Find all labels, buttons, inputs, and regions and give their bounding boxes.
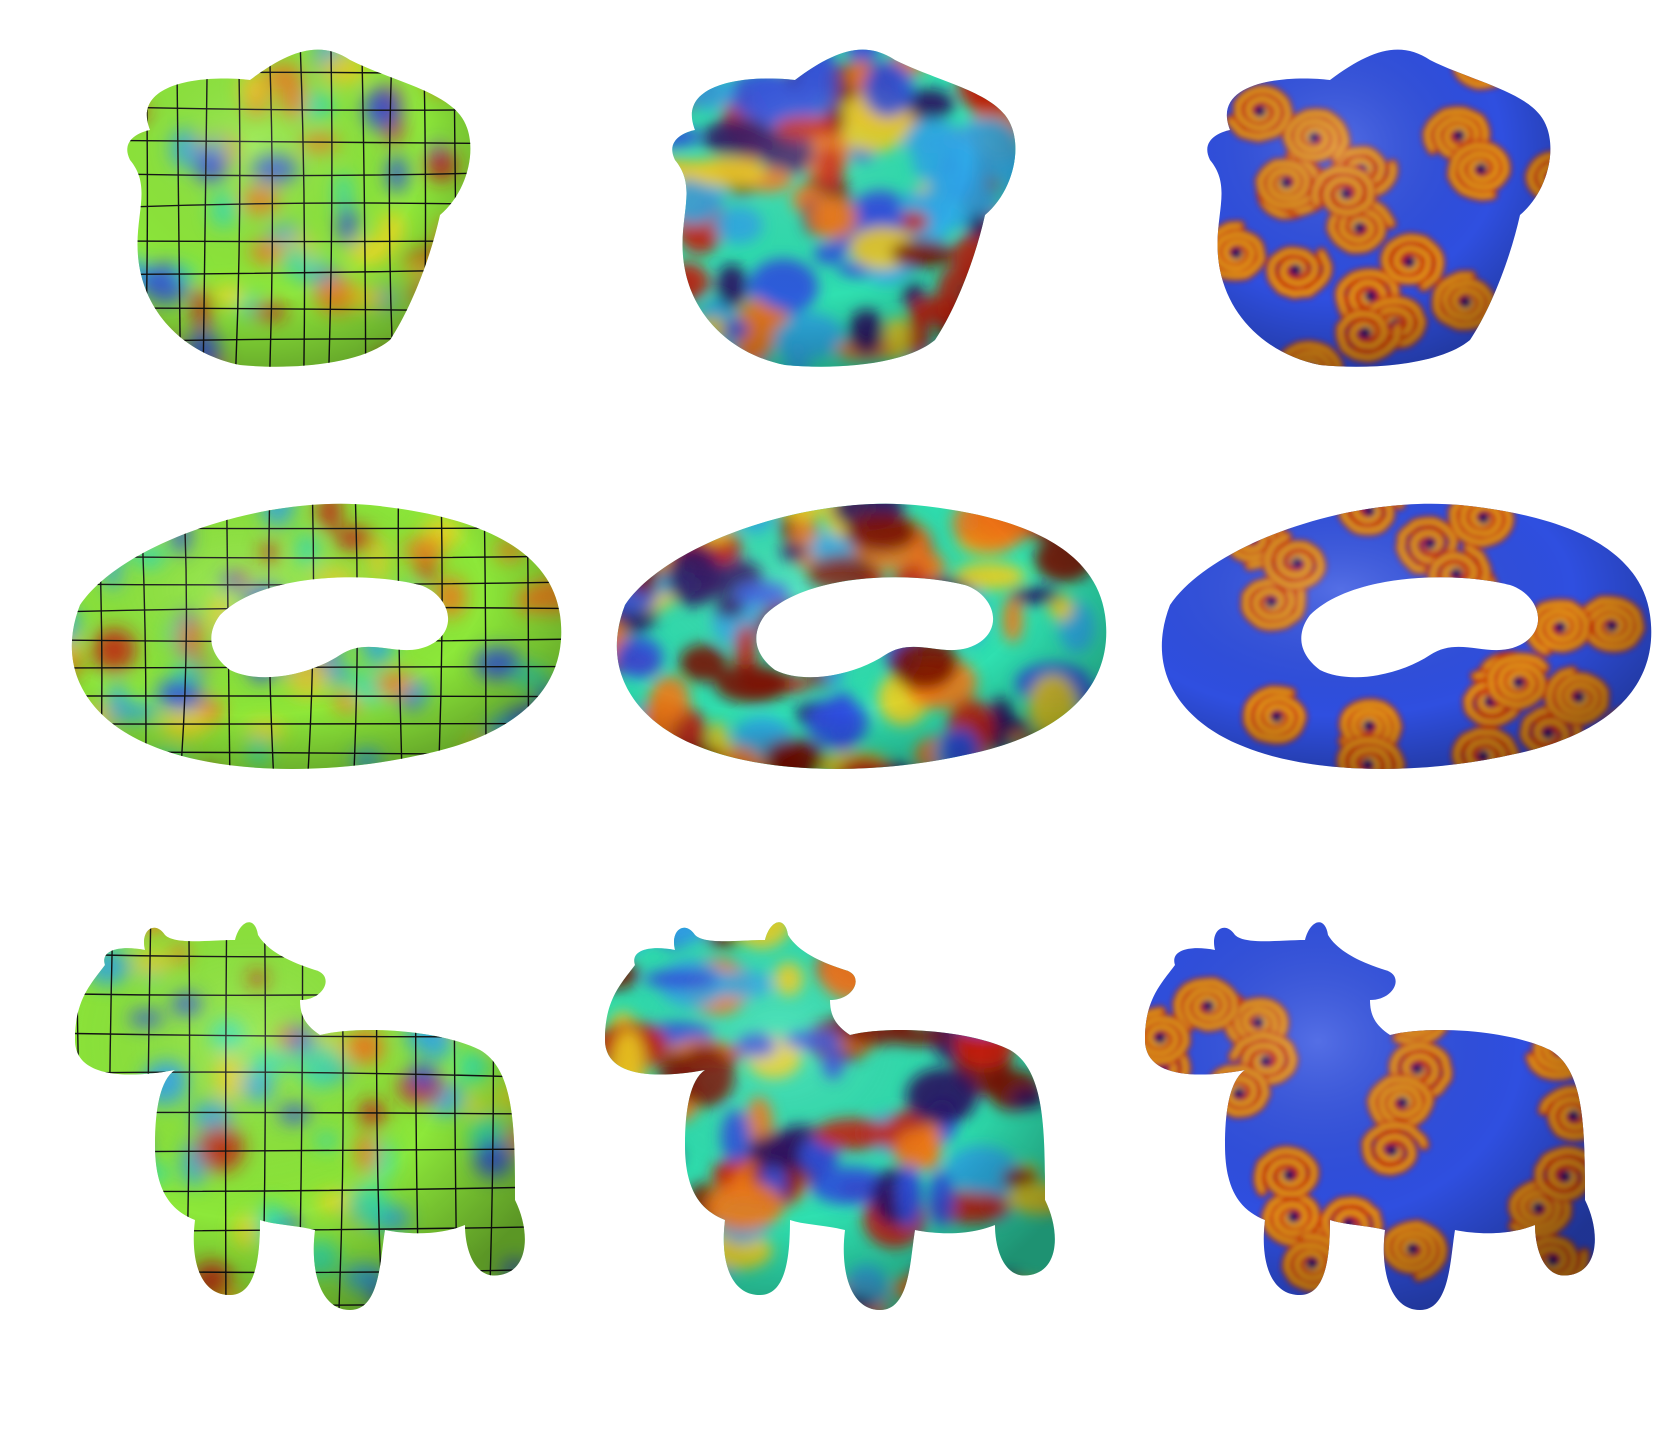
blob-intermediate-render: [672, 49, 1016, 367]
surface: [605, 922, 1055, 1311]
torus-spiral-panel: [1130, 455, 1670, 915]
surface: [616, 503, 1107, 769]
surface: [672, 49, 1016, 367]
torus-intermediate-render: [616, 503, 1107, 769]
blob-spiral-panel: [1140, 20, 1678, 480]
blob-initial-panel: [60, 20, 600, 480]
torus-initial-render: [71, 503, 562, 769]
surface: [1145, 922, 1595, 1310]
cow-initial-panel: [60, 890, 600, 1350]
torus-intermediate-panel: [585, 455, 1125, 915]
blob-spiral-render: [1207, 49, 1551, 367]
cow-intermediate-render: [605, 922, 1055, 1311]
cow-initial-render: [75, 922, 525, 1311]
cow-spiral-panel: [1130, 890, 1670, 1350]
cow-spiral-render: [1145, 922, 1595, 1310]
cow-intermediate-panel: [590, 890, 1130, 1350]
torus-initial-panel: [40, 455, 580, 915]
torus-spiral-render: [1161, 503, 1652, 769]
surface: [1207, 49, 1551, 367]
surface: [127, 49, 471, 367]
surface: [1161, 503, 1652, 769]
blob-intermediate-panel: [605, 20, 1145, 480]
surface: [71, 503, 562, 769]
blob-initial-render: [127, 49, 471, 367]
surface: [75, 922, 525, 1311]
